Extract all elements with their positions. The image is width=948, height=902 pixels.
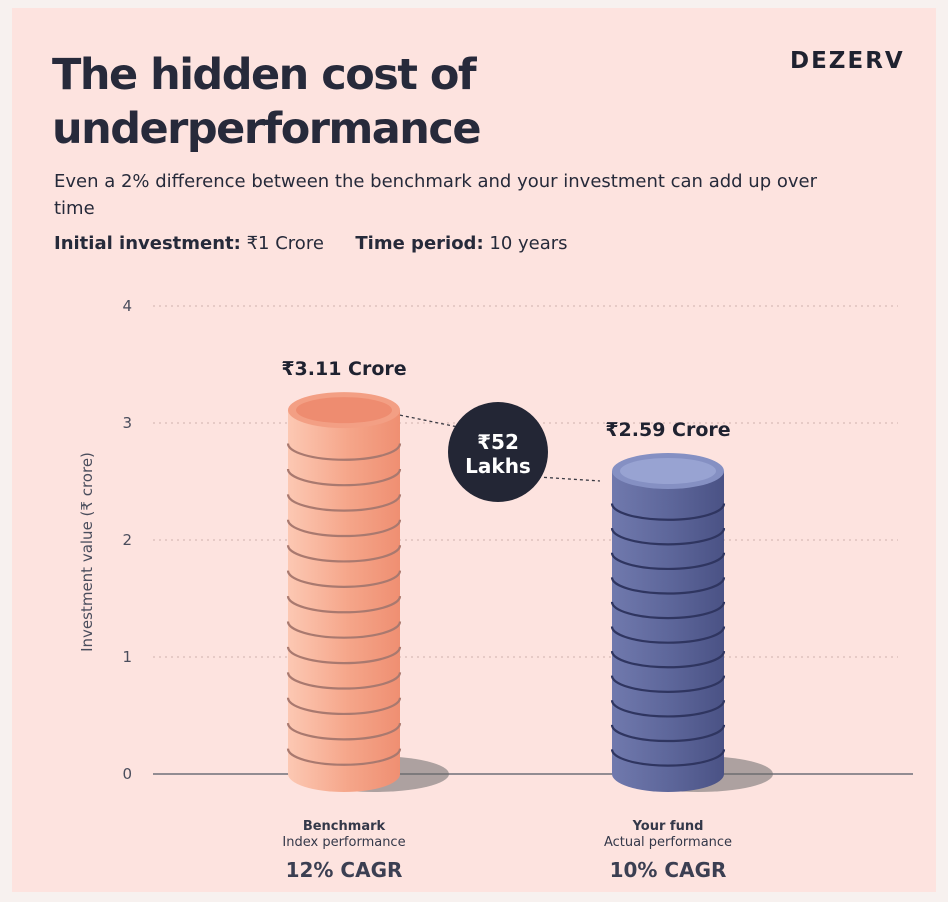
category-sublabel: Actual performance [604,835,732,850]
brand-logo: DEZERV [790,48,905,74]
category-label: Your fund [632,819,704,834]
difference-bubble [448,402,548,502]
coin-ring [610,577,726,595]
coin-ring [610,749,726,767]
category-label: Benchmark [303,819,386,834]
category-cagr: 10% CAGR [610,858,727,882]
bar [612,470,724,792]
coin-ring [610,675,726,693]
coin-ring [286,519,402,538]
coin-ring [610,626,726,644]
y-tick-label: 0 [122,765,132,783]
coin-ring [286,646,402,665]
bar-value-label: ₹2.59 Crore [605,419,730,441]
coin-ring [286,595,402,614]
difference-connector [399,414,459,428]
investment-label: Initial investment: [54,233,241,254]
category-sublabel: Index performance [282,835,405,850]
bar-top-inner [296,397,392,424]
y-tick-label: 1 [122,648,132,666]
y-tick-label: 2 [122,531,132,549]
page-subtitle: Even a 2% difference between the benchma… [54,171,817,219]
period-label: Time period: [355,233,484,254]
coin-ring [610,601,726,620]
coin-ring [610,527,726,546]
coin-ring [286,545,402,563]
coin-ring [286,468,402,487]
coin-ring [610,724,726,743]
coin-ring [286,443,402,461]
coin-ring [286,570,402,588]
coin-ring [286,748,402,766]
period-value: 10 years [489,233,568,254]
coin-ring [610,650,726,669]
coin-ring [286,494,402,512]
category-cagr: 12% CAGR [286,858,403,882]
y-tick-label: 3 [122,414,132,432]
y-tick-label: 4 [122,297,132,315]
investment-value: ₹1 Crore [246,233,324,254]
page-title: The hidden cost of underperformance [52,50,482,154]
coin-ring [610,552,726,571]
bar-value-label: ₹3.11 Crore [281,358,406,380]
coin-ring [286,672,402,690]
coin-ring [286,621,402,639]
coin-ring [286,723,402,741]
bar [288,410,400,792]
bar-top-inner [620,457,716,484]
difference-amount: ₹52 [477,430,519,454]
coin-ring [610,700,726,718]
y-axis-title: Investment value (₹ crore) [78,452,96,652]
difference-connector [537,476,601,482]
difference-unit: Lakhs [465,454,531,478]
coin-ring [286,697,402,716]
coin-ring [610,503,726,521]
investment-parameters: Initial investment: ₹1 Crore Time period… [54,233,568,254]
